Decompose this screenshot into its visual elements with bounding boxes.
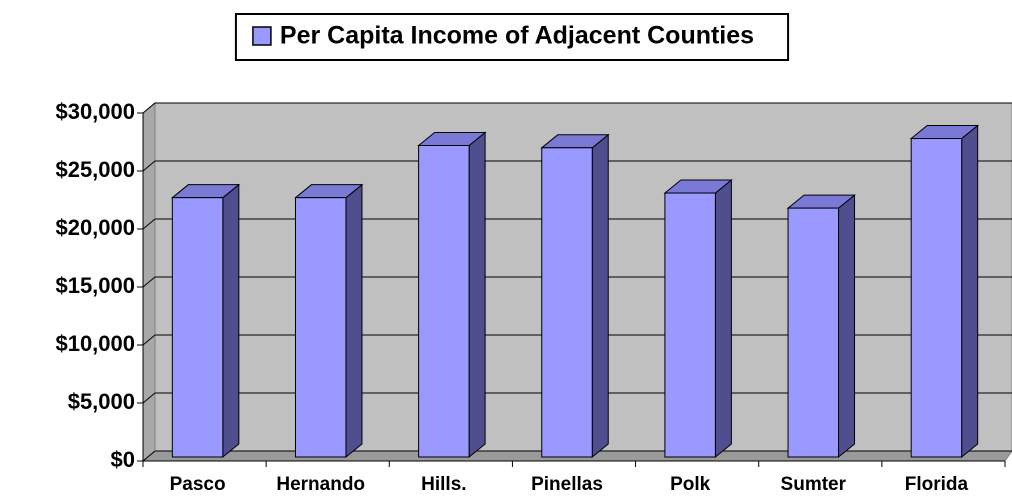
bar-side bbox=[222, 183, 240, 459]
x-tick-label: Florida bbox=[905, 474, 969, 495]
x-tick-label: Sumter bbox=[781, 474, 847, 495]
bar bbox=[417, 131, 487, 459]
x-tick-label: Hernando bbox=[276, 474, 365, 495]
legend-box bbox=[234, 13, 790, 61]
y-tick-label: $30,000 bbox=[55, 99, 135, 124]
bar bbox=[294, 183, 364, 459]
bar-front bbox=[294, 197, 347, 458]
bar-front bbox=[787, 207, 840, 458]
grid-line-side bbox=[142, 160, 156, 172]
grid-line-side bbox=[142, 334, 156, 346]
x-tick-label: Polk bbox=[670, 474, 711, 495]
grid-line-side bbox=[142, 450, 156, 462]
grid-line-side bbox=[142, 218, 156, 230]
bar-side bbox=[468, 131, 486, 459]
y-tick-label: $25,000 bbox=[55, 157, 135, 182]
bar-front bbox=[664, 192, 716, 458]
bar bbox=[663, 178, 733, 459]
legend-swatch bbox=[252, 26, 272, 46]
bar-front bbox=[171, 197, 224, 458]
x-tick-label: Pasco bbox=[170, 474, 226, 495]
grid-line-side bbox=[142, 276, 156, 288]
y-tick-label: $0 bbox=[111, 447, 135, 472]
bar-side bbox=[838, 194, 856, 459]
bar-side bbox=[714, 178, 732, 459]
grid-line-side bbox=[142, 392, 156, 404]
y-tick-label: $15,000 bbox=[55, 273, 135, 298]
y-tick-label: $20,000 bbox=[55, 215, 135, 240]
legend-label: Per Capita Income of Adjacent Counties bbox=[280, 22, 754, 50]
bar-side bbox=[961, 124, 979, 459]
bar-front bbox=[418, 144, 470, 458]
bar-side bbox=[345, 183, 363, 459]
x-tick-label: Pinellas bbox=[531, 474, 603, 495]
bar bbox=[909, 124, 980, 459]
bar-front bbox=[541, 147, 593, 458]
grid-line-side bbox=[142, 102, 156, 114]
y-tick-label: $5,000 bbox=[68, 389, 135, 414]
bar bbox=[786, 194, 856, 459]
bar bbox=[170, 183, 241, 459]
legend: Per Capita Income of Adjacent Counties bbox=[234, 13, 790, 61]
bar-side bbox=[591, 133, 609, 459]
bar bbox=[540, 133, 610, 459]
x-tick-label: Hills. bbox=[421, 474, 466, 495]
y-tick-label: $10,000 bbox=[55, 331, 135, 356]
bar-front bbox=[910, 138, 963, 458]
